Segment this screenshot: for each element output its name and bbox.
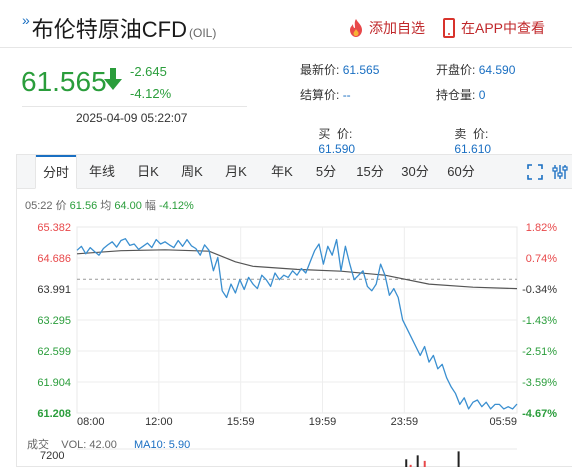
instrument-code: (OIL)	[189, 26, 217, 40]
quote-divider	[22, 106, 247, 107]
time-tick-label: 12:00	[145, 416, 173, 428]
tab-15min[interactable]: 15分	[356, 164, 384, 179]
settle-price-label: 结算价:	[300, 88, 340, 102]
last-price: 61.565	[21, 66, 107, 97]
tab-5min[interactable]: 5分	[315, 164, 337, 179]
price-tick-label: 62.599	[37, 346, 71, 358]
sell-price-field: 卖 价: 61.610	[441, 111, 491, 170]
chart-panel: 分时 年线 日K 周K 月K 年K 5分 15分 30分 60分 05:22 价…	[16, 154, 572, 467]
volume-bar	[405, 459, 408, 467]
buy-price-value: 61.590	[318, 142, 356, 156]
open-interest-label: 持仓量:	[436, 88, 476, 102]
volume-axis-max: 7200	[40, 450, 65, 462]
buy-price-field: 买 价: 61.590	[305, 111, 355, 170]
arrow-down-icon	[104, 68, 122, 90]
add-watchlist-button[interactable]: 添加自选	[347, 18, 425, 38]
buy-price-label: 买 价:	[318, 127, 353, 141]
volume-info: 成交 VOL: 42.00 MA10: 5.90	[27, 436, 190, 452]
tab-60min[interactable]: 60分	[447, 164, 475, 179]
price-change: -2.645	[130, 64, 167, 79]
tab-fenshi[interactable]: 分时	[35, 155, 77, 189]
latest-price-value: 61.565	[342, 63, 380, 77]
time-tick-label: 19:59	[309, 416, 337, 428]
info-price: 61.56	[69, 200, 98, 212]
add-watchlist-label: 添加自选	[369, 20, 425, 36]
pct-tick-label: -0.34%	[522, 284, 557, 296]
volume-value: VOL: 42.00	[61, 439, 117, 451]
volume-bar	[423, 460, 426, 467]
title-bullet-icon: »	[22, 12, 30, 28]
tab-daily-k[interactable]: 日K	[137, 164, 159, 179]
volume-label: 成交	[27, 439, 49, 451]
price-tick-label: 61.208	[37, 408, 71, 420]
view-in-app-label: 在APP中查看	[461, 20, 546, 36]
price-tick-label: 65.382	[37, 222, 71, 234]
open-price-label: 开盘价:	[436, 63, 476, 77]
tab-nianxian[interactable]: 年线	[88, 164, 115, 179]
intraday-chart[interactable]: 65.382 1.82% 64.686 0.74% 63.991 -0.34% 63.295…	[17, 155, 572, 467]
phone-icon	[443, 18, 455, 38]
volume-bar	[457, 451, 460, 467]
fire-icon	[350, 19, 362, 37]
instrument-name: 布伦特原油CFD	[31, 17, 188, 42]
price-tick-label: 64.686	[37, 253, 71, 265]
time-tick-label: 05:59	[489, 416, 517, 428]
pct-tick-label: -2.51%	[522, 346, 557, 358]
pct-tick-label: 1.82%	[526, 222, 557, 234]
latest-price-label: 最新价:	[300, 63, 340, 77]
period-tabs: 分时 年线 日K 周K 月K 年K 5分 15分 30分 60分	[17, 155, 572, 189]
price-change-pct: -4.12%	[130, 86, 172, 101]
quote-datetime: 2025-04-09 05:22:07	[76, 111, 188, 125]
price-tick-label: 61.904	[37, 377, 71, 389]
info-price-label: 价	[55, 200, 67, 212]
pct-tick-label: 0.74%	[526, 253, 557, 265]
tab-monthly-k[interactable]: 月K	[225, 164, 247, 179]
info-avg: 64.00	[114, 200, 142, 212]
tab-30min[interactable]: 30分	[401, 164, 429, 179]
time-tick-label: 23:59	[391, 416, 419, 428]
instrument-title: »布伦特原油CFD (OIL)	[22, 12, 216, 44]
fullscreen-icon[interactable]	[527, 164, 543, 180]
price-tick-label: 63.991	[37, 284, 71, 296]
info-amp-label: 幅	[144, 200, 156, 212]
pct-tick-label: -1.43%	[522, 315, 557, 327]
time-tick-label: 15:59	[227, 416, 255, 428]
volume-bar	[409, 464, 412, 467]
tab-weekly-k[interactable]: 周K	[181, 164, 203, 179]
info-amp: -4.12%	[158, 200, 194, 212]
crosshair-info: 05:22 价 61.56 均 64.00 幅 -4.12%	[25, 197, 194, 213]
settle-price-value: --	[342, 88, 351, 102]
avg-price-line	[76, 249, 518, 290]
price-line	[76, 238, 518, 410]
tab-yearly-k[interactable]: 年K	[271, 164, 293, 179]
latest-price-field: 最新价: 61.565	[300, 61, 379, 78]
pct-tick-label: -4.67%	[522, 408, 557, 420]
pct-tick-label: -3.59%	[522, 377, 557, 389]
volume-ma10: MA10: 5.90	[133, 439, 191, 451]
volume-bar	[416, 455, 419, 467]
quote-header: »布伦特原油CFD (OIL) 添加自选 在APP中查看	[0, 0, 572, 48]
sell-price-value: 61.610	[454, 142, 492, 156]
sell-price-label: 卖 价:	[454, 127, 489, 141]
open-interest-value: 0	[478, 88, 486, 102]
info-avg-label: 均	[100, 200, 112, 212]
open-price-field: 开盘价: 64.590	[436, 61, 515, 78]
info-time: 05:22	[25, 200, 53, 212]
price-tick-label: 63.295	[37, 315, 71, 327]
view-in-app-button[interactable]: 在APP中查看	[443, 18, 545, 38]
open-interest-field: 持仓量: 0	[436, 86, 485, 103]
settings-icon[interactable]	[552, 164, 568, 180]
open-price-value: 64.590	[478, 63, 516, 77]
time-tick-label: 08:00	[77, 416, 105, 428]
settle-price-field: 结算价: --	[300, 86, 351, 103]
